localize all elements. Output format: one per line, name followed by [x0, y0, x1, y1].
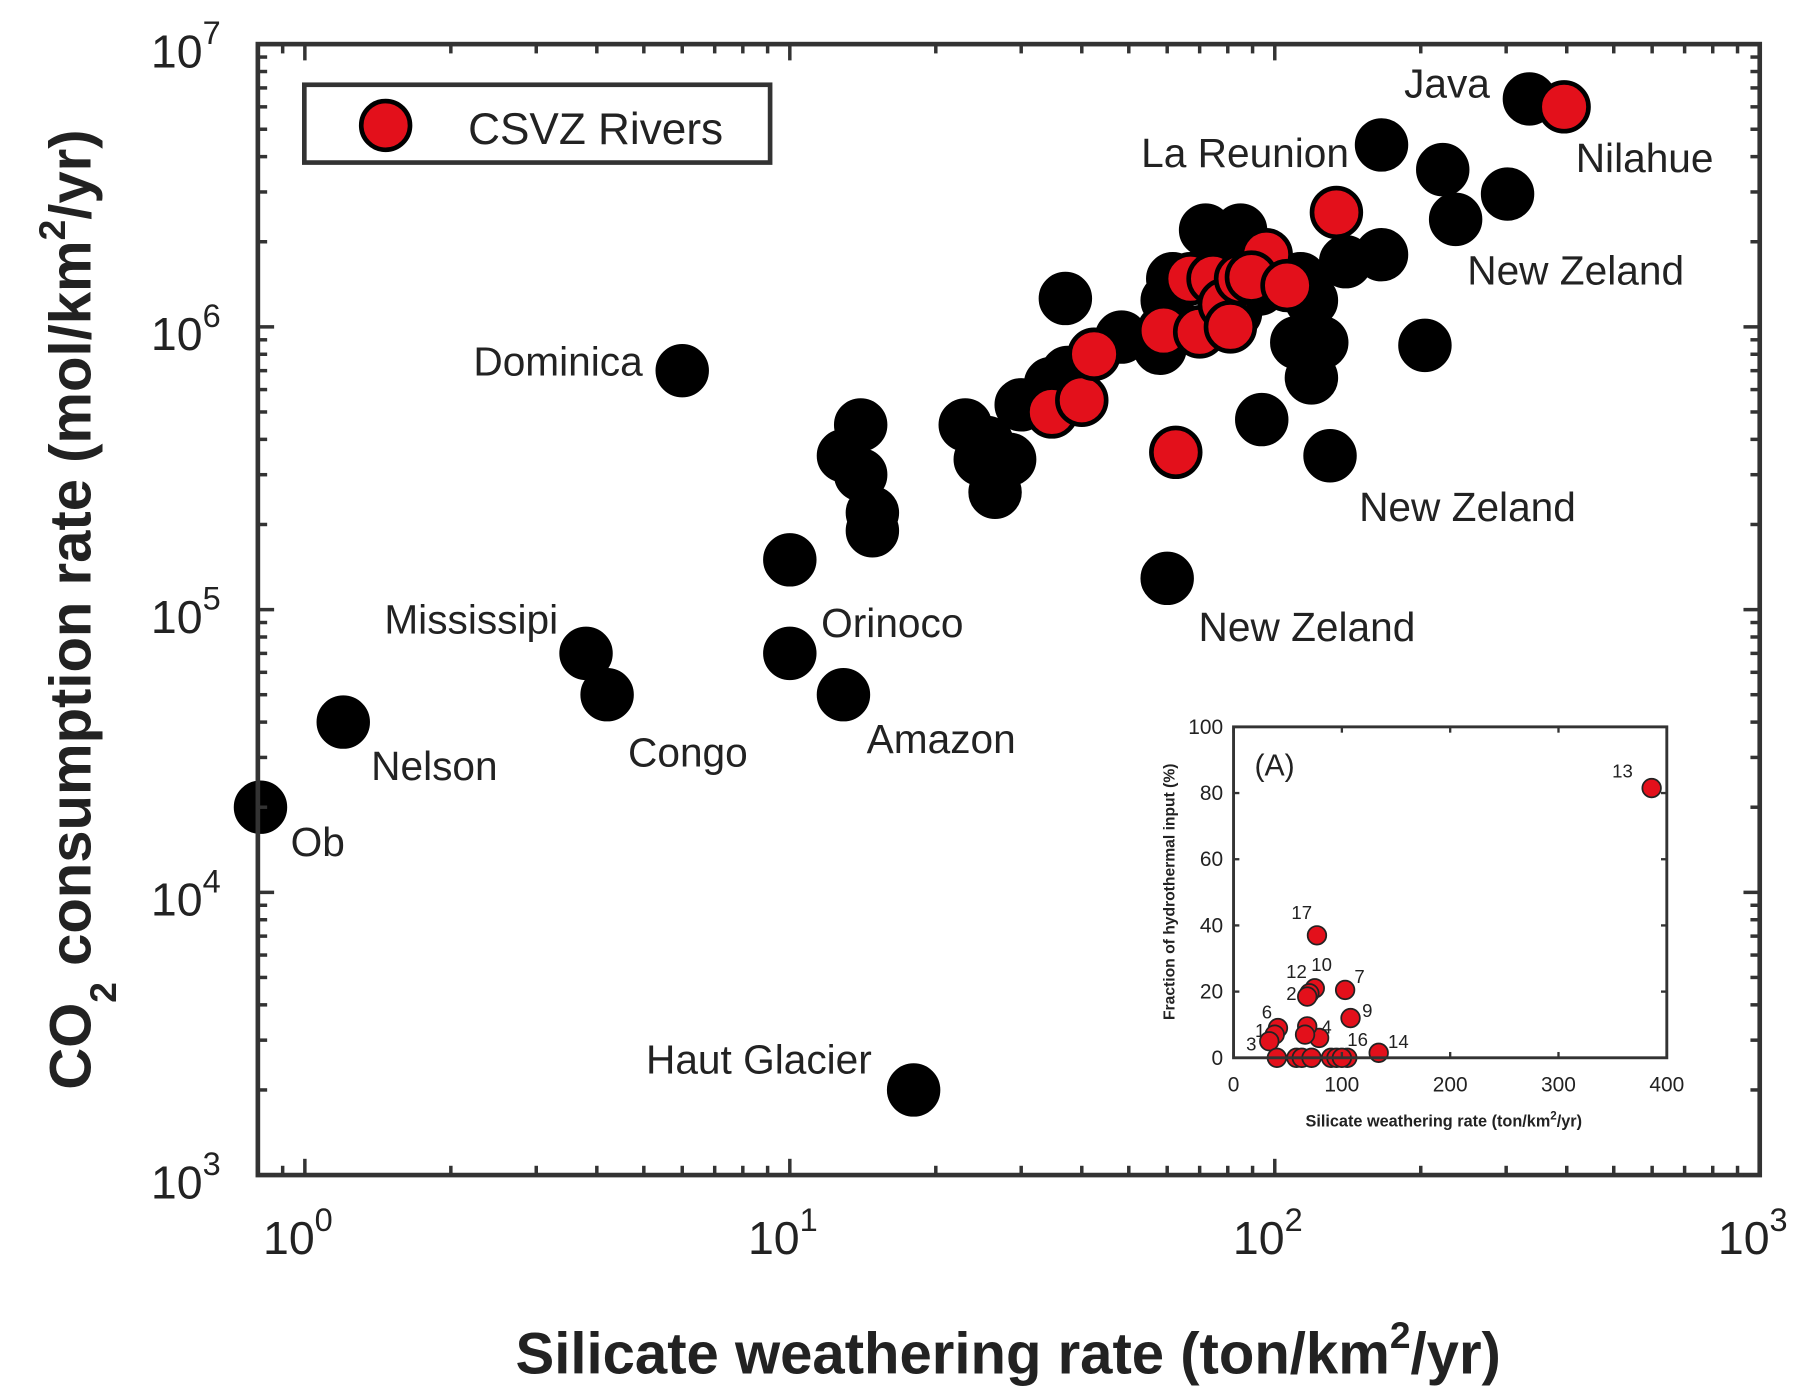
inset-ticks: 0 100 200 300 400 0 20 40 60 80 100 [1188, 716, 1684, 1097]
inset-y-axis-label: Fraction of hydrothermal input (%) [1161, 763, 1178, 1020]
inset-point [1368, 1042, 1389, 1063]
inset-y-tick-label: 0 [1211, 1047, 1223, 1070]
inset-x-tick-label: 400 [1649, 1073, 1684, 1096]
inset-point-label: 2 [1286, 983, 1296, 1004]
point-annotation: Nilahue [1576, 135, 1714, 181]
inset-x-axis-label: Silicate weathering rate (ton/km2/yr) [1306, 1109, 1583, 1130]
inset-point-label: 17 [1291, 902, 1312, 923]
legend-label-csvz: CSVZ Rivers [468, 105, 723, 154]
inset-y-tick-label: 40 [1200, 914, 1223, 937]
world-river-point [580, 667, 634, 722]
inset-point-label: 7 [1354, 966, 1364, 987]
inset-point [1306, 925, 1328, 946]
inset-x-tick-label: 200 [1433, 1073, 1468, 1096]
y-tick-label: 103 [151, 1146, 221, 1208]
world-river-point [1354, 227, 1409, 282]
csvz-river-point [1055, 373, 1109, 427]
world-river-point [763, 533, 817, 587]
world-river-point [1416, 142, 1470, 197]
inset-point-label: 3 [1246, 1034, 1256, 1055]
point-annotation: Dominica [473, 338, 643, 384]
world-river-point [1480, 167, 1535, 221]
inset-panel-label: (A) [1254, 750, 1294, 783]
inset-point-label: 1 [1255, 1020, 1265, 1041]
inset-point-label: 14 [1388, 1031, 1409, 1052]
inset-point [1641, 777, 1662, 799]
inset-point-label: 6 [1262, 1002, 1272, 1023]
inset-point-label: 4 [1321, 1016, 1331, 1037]
y-tick-label: 104 [151, 863, 221, 925]
x-tick-label: 102 [1233, 1202, 1303, 1264]
point-annotation: Mississipi [384, 597, 558, 643]
world-river-point [1235, 392, 1289, 447]
inset-point [1294, 1024, 1316, 1045]
world-river-point [1303, 429, 1357, 483]
inset-y-tick-label: 80 [1200, 782, 1223, 805]
y-tick-label: 107 [151, 15, 221, 77]
world-river-point [982, 432, 1037, 487]
point-annotation: Congo [628, 730, 748, 776]
world-river-point [1038, 271, 1093, 326]
x-tick-label: 100 [263, 1202, 333, 1264]
inset-x-tick-label: 0 [1228, 1073, 1240, 1096]
inset-point [1259, 1031, 1280, 1052]
world-river-point [559, 626, 613, 681]
world-river-point [1140, 551, 1194, 606]
main-plot-marks [233, 72, 1591, 1117]
world-river-point [816, 667, 871, 722]
y-tick-label: 105 [151, 581, 221, 643]
inset-y-tick-label: 100 [1188, 716, 1223, 739]
inset-point-label: 12 [1286, 961, 1307, 982]
point-annotation: New Zeland [1467, 247, 1684, 293]
csvz-river-point [1309, 185, 1364, 240]
csvz-river-point [1067, 327, 1121, 381]
x-tick-label: 103 [1718, 1202, 1788, 1264]
world-river-point [763, 626, 817, 681]
inset-point [1340, 1007, 1361, 1029]
csvz-river-point [1260, 258, 1314, 313]
inset-point [1334, 979, 1356, 1001]
world-river-point [886, 1063, 941, 1117]
y-axis-label: CO2 consumption rate (mol/km2/yr) [31, 129, 124, 1089]
inset-y-tick-label: 60 [1200, 848, 1223, 871]
point-annotation: New Zeland [1359, 484, 1576, 530]
point-annotation: Orinoco [821, 600, 963, 646]
csvz-river-point [1149, 425, 1203, 480]
inset-x-tick-label: 100 [1324, 1073, 1359, 1096]
world-river-point [316, 695, 370, 749]
point-annotation: Ob [291, 819, 345, 865]
world-river-point [1398, 318, 1452, 373]
legend: CSVZ Rivers [302, 82, 773, 165]
point-annotation: Java [1404, 61, 1490, 107]
inset-point-label: 10 [1311, 954, 1332, 975]
main-annotations: Ob Nelson Mississipi Congo Dominica Orinoco Am… [291, 61, 1714, 1083]
world-river-point [1284, 351, 1339, 405]
inset-point-label: 16 [1347, 1029, 1368, 1050]
csvz-river-point [1203, 300, 1258, 354]
x-tick-label: 101 [748, 1202, 818, 1264]
inset-point-label: 9 [1362, 1000, 1372, 1021]
world-river-point [1354, 118, 1409, 172]
y-tick-label: 106 [151, 298, 221, 360]
legend-marker-csvz [358, 98, 413, 153]
inset-y-tick-label: 20 [1200, 981, 1223, 1004]
csvz-river-point [1537, 80, 1591, 134]
x-axis-label: Silicate weathering rate (ton/km2/yr) [516, 1314, 1501, 1387]
point-annotation: Nelson [371, 743, 497, 789]
inset-x-tick-label: 300 [1541, 1073, 1576, 1096]
world-river-point [845, 504, 900, 558]
point-annotation: Amazon [867, 716, 1016, 762]
point-annotation: La Reunion [1141, 130, 1349, 176]
world-river-point [655, 343, 709, 398]
inset-point-label: 13 [1612, 761, 1633, 782]
point-annotation: Haut Glacier [646, 1037, 872, 1083]
inset-point [1297, 986, 1318, 1007]
world-river-point [1428, 192, 1483, 247]
point-annotation: New Zeland [1199, 604, 1416, 650]
